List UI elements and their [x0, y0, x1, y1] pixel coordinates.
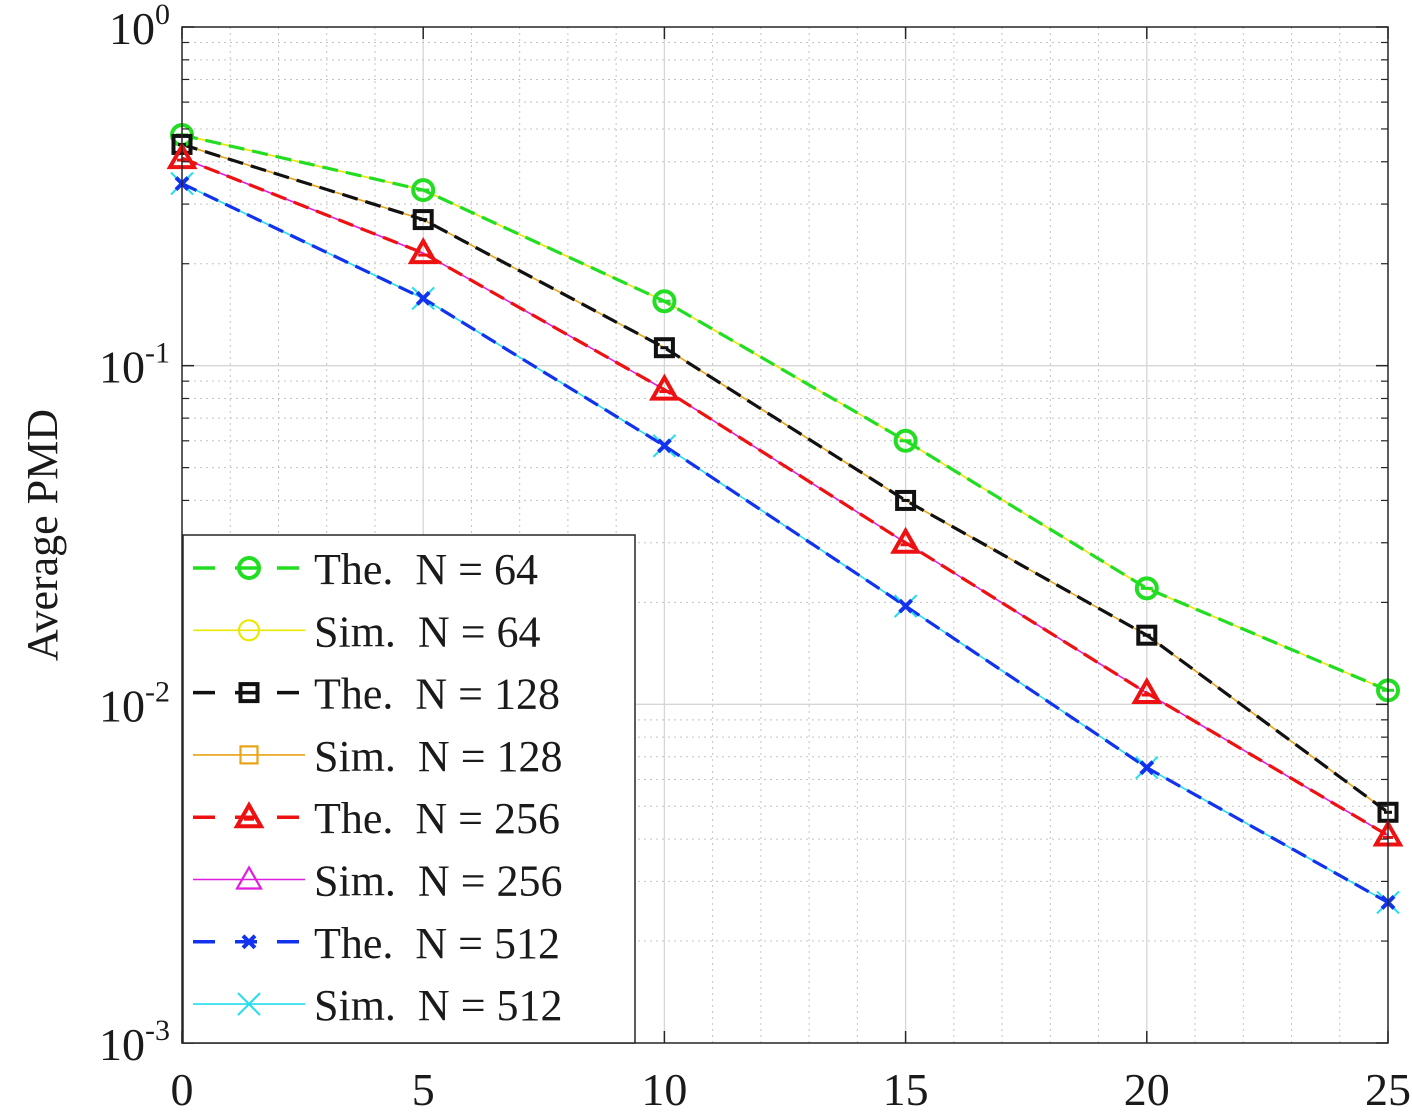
- legend-entry: Sim. N = 128: [193, 732, 563, 781]
- plot-frame: [181, 26, 1389, 1044]
- legend-entry: The. N = 512: [193, 919, 560, 968]
- legend-marker: [237, 992, 261, 1016]
- legend-label: Sim. N = 512: [314, 981, 563, 1030]
- x-tick-label: 25: [1365, 1064, 1411, 1113]
- y-tick-label: 10-2: [99, 675, 170, 731]
- legend-label: The. N = 64: [314, 545, 538, 594]
- y-tick-label: 10-1: [99, 337, 170, 393]
- data-point: [653, 337, 675, 359]
- legend: The. N = 64 Sim. N = 64 The. N = 128 Sim. N…: [182, 534, 636, 1044]
- legend-marker: [239, 745, 259, 765]
- data-point: [656, 438, 672, 454]
- legend-entry: The. N = 64: [193, 545, 538, 594]
- data-point: [898, 598, 914, 614]
- data-point: [1134, 576, 1159, 601]
- legend-entry: The. N = 128: [193, 670, 560, 719]
- legend-marker: [237, 619, 261, 642]
- legend-marker: [237, 556, 261, 580]
- data-point: [895, 489, 917, 511]
- legend-marker: [235, 865, 263, 890]
- series-line: [181, 142, 1389, 814]
- series-line: [181, 182, 1389, 904]
- legend-entry: Sim. N = 512: [193, 981, 563, 1030]
- legend-entry: Sim. N = 256: [193, 857, 563, 906]
- legend-entry: The. N = 256: [193, 794, 560, 843]
- data-point: [1139, 760, 1155, 776]
- data-point: [412, 209, 434, 231]
- y-tick-label: 10-3: [99, 1014, 170, 1070]
- data-point: [411, 178, 436, 203]
- legend-label: The. N = 256: [314, 794, 560, 843]
- x-tick-label: 10: [641, 1064, 687, 1113]
- x-tick-label: 0: [171, 1064, 194, 1113]
- data-point: [407, 237, 439, 265]
- legend-box: [182, 534, 636, 1044]
- legend-marker: [233, 801, 265, 829]
- x-tick-label: 20: [1124, 1064, 1170, 1113]
- data-point: [415, 290, 431, 306]
- data-point: [1131, 676, 1163, 705]
- data-point: [1136, 624, 1158, 646]
- series-line: [181, 156, 1389, 837]
- series-layer: [166, 122, 1404, 915]
- legend-entry: Sim. N = 64: [193, 607, 541, 656]
- data-point: [893, 428, 918, 453]
- legend-label: Sim. N = 128: [314, 732, 563, 781]
- legend-label: Sim. N = 256: [314, 857, 563, 906]
- y-axis-label: Average PMD: [18, 409, 67, 661]
- data-point: [890, 526, 922, 554]
- x-tick-label: 15: [883, 1064, 929, 1113]
- legend-label: The. N = 512: [314, 919, 560, 968]
- legend-marker: [238, 682, 260, 704]
- y-tick-label: 100: [109, 0, 170, 54]
- series-line: [181, 133, 1389, 692]
- data-point: [652, 289, 677, 314]
- data-point: [648, 373, 680, 401]
- legend-label: Sim. N = 64: [314, 607, 541, 656]
- x-tick-label: 5: [412, 1064, 435, 1113]
- legend-label: The. N = 128: [314, 670, 560, 719]
- legend-marker: [241, 934, 257, 950]
